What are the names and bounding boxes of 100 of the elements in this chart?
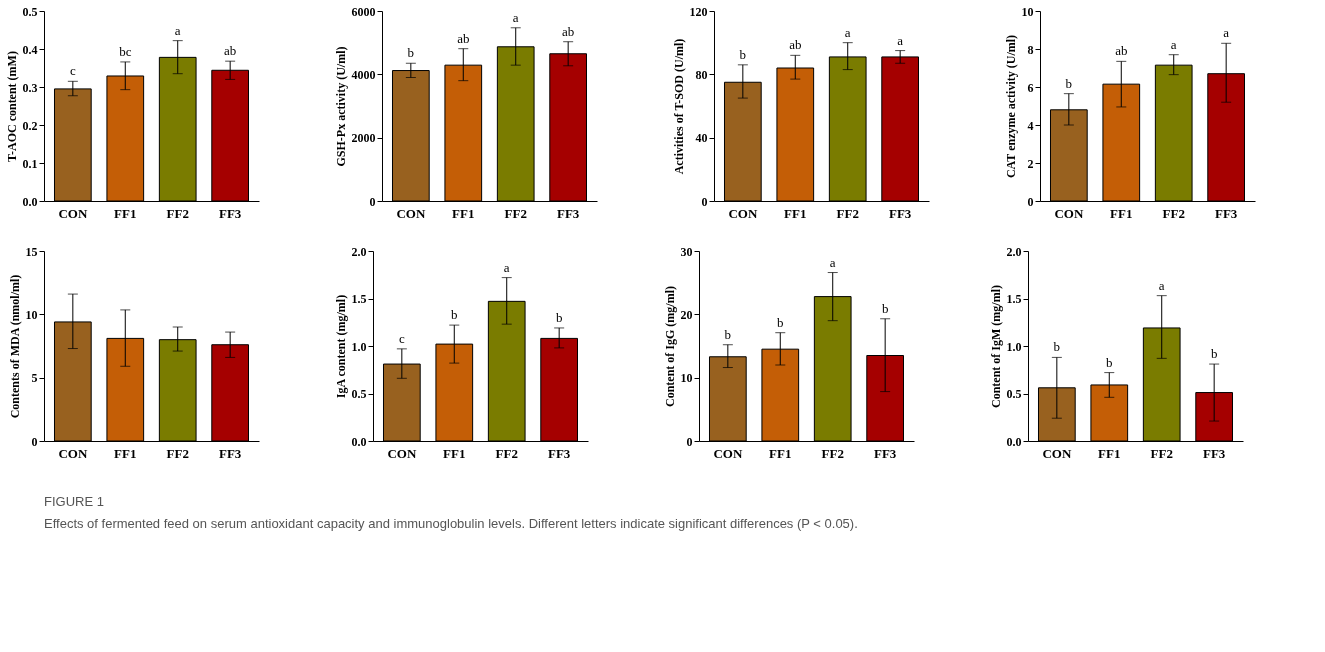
x-tick-label: FF1 (452, 205, 475, 221)
y-tick-label: 6 (1027, 80, 1034, 95)
y-tick-label: 0.2 (22, 118, 38, 133)
annotation: a (503, 259, 510, 275)
annotation: a (1223, 25, 1230, 41)
y-tick-label: 1.0 (351, 339, 367, 354)
x-tick-label: FF3 (1214, 205, 1238, 221)
y-axis-title: Content of IgG (mg/ml) (662, 286, 677, 407)
y-axis-title: T-AOC content (mM) (4, 51, 19, 162)
y-tick-label: 8 (1027, 42, 1034, 57)
y-tick-label: 40 (695, 131, 708, 146)
y-tick-label: 2.0 (1006, 244, 1022, 259)
annotation: b (1210, 346, 1218, 362)
annotation: a (1170, 36, 1177, 52)
x-tick-label: FF3 (218, 205, 242, 221)
annotation: b (1106, 354, 1113, 370)
x-tick-label: CON (58, 205, 88, 221)
y-tick-label: 0 (369, 194, 376, 209)
y-tick-label: 1.0 (1006, 339, 1022, 354)
y-axis-title: IgA content (mg/ml) (333, 294, 348, 399)
annotation: ab (457, 30, 470, 46)
y-tick-label: 0.1 (22, 156, 38, 171)
annotation: c (398, 330, 405, 346)
annotation: b (407, 45, 415, 61)
y-tick-label: 0.0 (1006, 434, 1022, 449)
y-tick-label: 0.5 (1006, 387, 1022, 401)
y-tick-label: 0.0 (22, 194, 38, 209)
x-tick-label: FF1 (443, 445, 466, 461)
y-tick-label: 15 (25, 244, 38, 259)
y-tick-label: 0.0 (351, 434, 367, 449)
x-tick-label: FF3 (547, 445, 571, 461)
x-tick-label: FF1 (769, 445, 792, 461)
annotation: ab (1115, 43, 1128, 59)
annotation: ab (224, 43, 237, 59)
x-tick-label: FF1 (784, 205, 807, 221)
x-tick-label: CON (58, 445, 88, 461)
caption: FIGURE 1 (44, 494, 104, 509)
y-tick-label: 0 (31, 434, 38, 449)
y-tick-label: 20 (680, 307, 693, 322)
annotation: b (1053, 339, 1061, 355)
x-tick-label: FF1 (114, 205, 137, 221)
y-tick-label: 2.0 (351, 244, 367, 259)
y-tick-label: 120 (689, 4, 708, 19)
x-tick-label: CON (396, 205, 426, 221)
x-tick-label: FF2 (821, 445, 844, 461)
y-tick-label: 4000 (351, 67, 376, 82)
x-tick-label: FF3 (218, 445, 242, 461)
y-tick-label: 10 (25, 307, 38, 322)
annotation: a (829, 254, 836, 270)
y-tick-label: 0.5 (22, 4, 38, 19)
annotation: b (739, 46, 747, 62)
text: Effects of fermented feed on serum antioxidant capacity and immunoglobulin levels. Different letters indicate significant differences (P < 0.05). (44, 516, 858, 531)
annotation: ab (789, 37, 802, 53)
y-tick-label: 10 (1021, 4, 1034, 19)
x-tick-label: FF2 (1162, 205, 1185, 221)
x-tick-label: FF2 (504, 205, 527, 221)
y-tick-label: 0.5 (351, 387, 367, 401)
y-axis-title: CAT enzyme activity (U/ml) (1003, 34, 1018, 179)
y-tick-label: 1.5 (351, 292, 367, 306)
x-tick-label: CON (713, 445, 743, 461)
y-tick-label: 80 (695, 67, 708, 82)
x-tick-label: FF2 (1150, 445, 1173, 461)
annotation: b (1065, 75, 1073, 91)
x-tick-label: CON (728, 205, 758, 221)
annotation: bc (119, 43, 132, 59)
x-tick-label: FF1 (1110, 205, 1133, 221)
x-tick-label: CON (1054, 205, 1084, 221)
annotation: a (174, 22, 181, 38)
y-tick-label: 2000 (351, 131, 376, 146)
x-tick-label: FF3 (873, 445, 897, 461)
x-tick-label: FF2 (495, 445, 518, 461)
y-tick-label: 0 (1027, 194, 1034, 209)
x-tick-label: FF2 (166, 445, 189, 461)
y-tick-label: 0 (701, 194, 708, 209)
annotation: ab (562, 23, 575, 39)
y-tick-label: 4 (1027, 118, 1034, 133)
y-axis-title: GSH-Px activity (U/ml) (333, 46, 348, 167)
x-tick-label: FF1 (1098, 445, 1121, 461)
x-tick-label: FF2 (836, 205, 859, 221)
annotation: a (1158, 277, 1165, 293)
annotation: c (69, 63, 76, 79)
annotation: a (897, 32, 904, 48)
y-axis-title: Content of IgM (mg/ml) (988, 285, 1003, 408)
annotation: b (724, 326, 732, 342)
y-tick-label: 5 (31, 371, 38, 386)
x-tick-label: FF3 (556, 205, 580, 221)
annotation: a (844, 24, 851, 40)
y-tick-label: 6000 (351, 4, 376, 19)
x-tick-label: CON (1042, 445, 1072, 461)
y-tick-label: 1.5 (1006, 292, 1022, 306)
annotation: b (555, 309, 563, 325)
x-tick-label: FF2 (166, 205, 189, 221)
y-tick-label: 0.3 (22, 80, 38, 95)
annotation: b (881, 300, 889, 316)
y-axis-title: Contents of MDA (nmol/ml) (7, 274, 22, 419)
x-tick-label: FF3 (1202, 445, 1226, 461)
y-axis-title: Activities of T-SOD (U/ml) (671, 38, 686, 175)
annotation: a (512, 9, 519, 25)
x-tick-label: FF1 (114, 445, 137, 461)
y-tick-label: 30 (680, 244, 693, 259)
